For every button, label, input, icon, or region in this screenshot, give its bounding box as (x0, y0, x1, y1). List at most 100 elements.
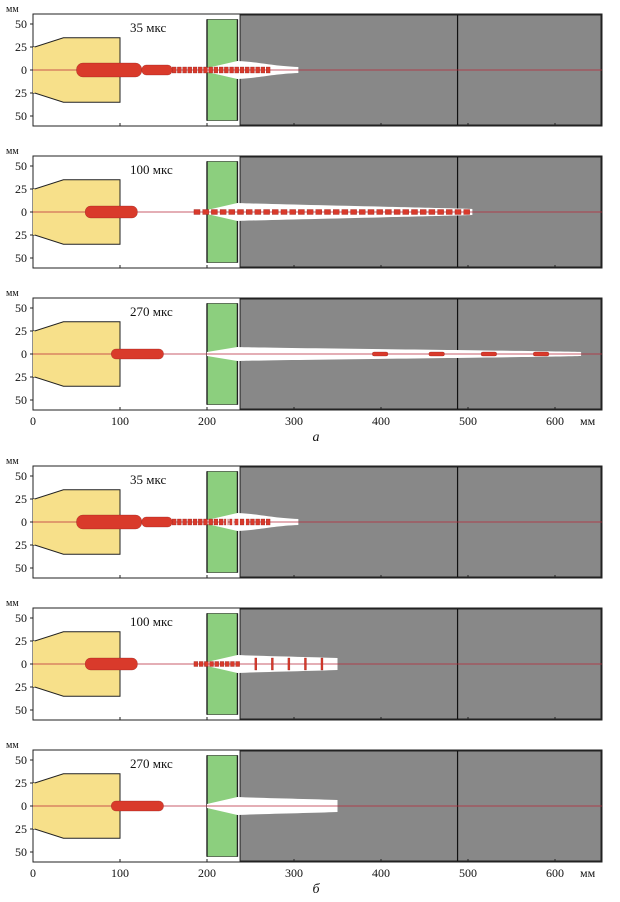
particle-dash (192, 518, 198, 526)
particle-dash (182, 518, 187, 526)
particle-dash (266, 66, 271, 74)
particle-dash (239, 518, 245, 526)
y-tick-label: 50 (15, 109, 27, 123)
particle-dash (239, 66, 245, 74)
x-tick-label: 600 (546, 866, 564, 880)
gap-marker (226, 517, 228, 527)
group-label: а (313, 430, 320, 445)
y-tick-label: 50 (15, 703, 27, 717)
y-tick-label: 25 (15, 324, 27, 338)
x-tick-label: 600 (546, 414, 564, 428)
y-tick-label: 25 (15, 182, 27, 196)
particle-dash (324, 209, 331, 215)
x-unit-label: мм (580, 414, 596, 428)
x-tick-label: 200 (198, 414, 216, 428)
y-tick-label: 25 (15, 40, 27, 54)
particle-dash (204, 661, 209, 667)
particle-dash (454, 209, 462, 215)
particle-blob (76, 62, 142, 78)
particle-dash (289, 209, 296, 215)
particle-dash (228, 209, 235, 215)
particle-dash (402, 209, 409, 215)
particle-dash (192, 66, 198, 74)
gap-marker (238, 517, 240, 527)
y-tick-label: 25 (15, 538, 27, 552)
y-tick-label: 50 (15, 611, 27, 625)
particle-cloud (111, 348, 550, 360)
particle-dash (230, 661, 235, 667)
particle-dash (463, 209, 470, 215)
time-label: 35 мкс (130, 20, 166, 35)
particle-dash (437, 209, 444, 215)
particle-dash (306, 209, 314, 215)
particle-dash (263, 209, 270, 215)
x-unit-label: мм (580, 866, 596, 880)
x-axis-b: 0 100 200 300 400 500 600 мм б (30, 866, 596, 897)
x-tick-label: 500 (459, 866, 477, 880)
group-label: б (312, 882, 320, 897)
y-tick-label: 0 (21, 657, 27, 671)
particle-dash (219, 518, 224, 526)
particle-cloud (111, 800, 164, 812)
particle-dash (393, 209, 401, 215)
panel-b-3: 270 мкс мм 50 25 0 25 50 (6, 740, 603, 863)
particle-blob (85, 205, 138, 219)
time-label: 100 мкс (130, 162, 173, 177)
particle-dash (182, 66, 187, 74)
x-tick-label: 100 (111, 866, 129, 880)
particle-dash (225, 661, 230, 667)
panel-b-2: 100 мкс мм 50 25 0 25 50 (6, 598, 603, 721)
y-tick-label: 50 (15, 251, 27, 265)
y-tick-label: 25 (15, 492, 27, 506)
particle-dash (199, 661, 204, 667)
particle-dash (213, 518, 219, 526)
particle-dash (177, 518, 182, 526)
particle-blob (141, 516, 173, 528)
x-tick-label: 0 (30, 414, 36, 428)
y-tick-label: 50 (15, 17, 27, 31)
particle-dash (245, 209, 253, 215)
time-label: 270 мкс (130, 304, 173, 319)
particle-dash (211, 209, 218, 215)
y-tick-label: 50 (15, 469, 27, 483)
particle-dash (203, 518, 208, 526)
x-axis-a: 0 100 200 300 400 500 600 мм а (30, 414, 596, 445)
gap-marker (244, 517, 246, 527)
time-label: 35 мкс (130, 472, 166, 487)
particle-cloud (76, 514, 271, 530)
particle-cloud (85, 205, 470, 219)
particle-dash (385, 209, 392, 215)
particle-dash (172, 518, 177, 526)
y-unit-label: мм (6, 4, 19, 15)
panel-b-1: 35 мкс мм 50 25 0 25 50 (6, 456, 603, 579)
particle-ring (304, 657, 307, 671)
particle-dash (213, 66, 219, 74)
particle-dash (280, 209, 288, 215)
particle-ring (320, 657, 324, 671)
particle-dash (245, 66, 250, 74)
particle-dash (350, 209, 357, 215)
particle-dash (172, 66, 177, 74)
particle-dash (193, 661, 199, 667)
panel-a-1: 35 мкс мм 50 25 0 25 50 (6, 4, 603, 127)
particle-dash (359, 209, 366, 215)
x-tick-label: 0 (30, 866, 36, 880)
panel-a-3: 270 мкс мм 50 25 0 25 50 (6, 288, 603, 411)
y-tick-label: 0 (21, 515, 27, 529)
y-tick-label: 50 (15, 159, 27, 173)
particle-blob (111, 800, 164, 812)
y-tick-label: 25 (15, 86, 27, 100)
particle-cloud (76, 62, 271, 78)
particle-blob (111, 348, 164, 360)
particle-dash (187, 518, 192, 526)
y-tick-label: 0 (21, 347, 27, 361)
particle-dash (219, 661, 225, 667)
particle-dash (209, 661, 214, 667)
particle-dash (234, 518, 239, 526)
x-tick-label: 500 (459, 414, 477, 428)
particle-dash (193, 209, 201, 215)
particle-blob (76, 514, 142, 530)
y-tick-label: 25 (15, 370, 27, 384)
y-tick-label: 50 (15, 393, 27, 407)
